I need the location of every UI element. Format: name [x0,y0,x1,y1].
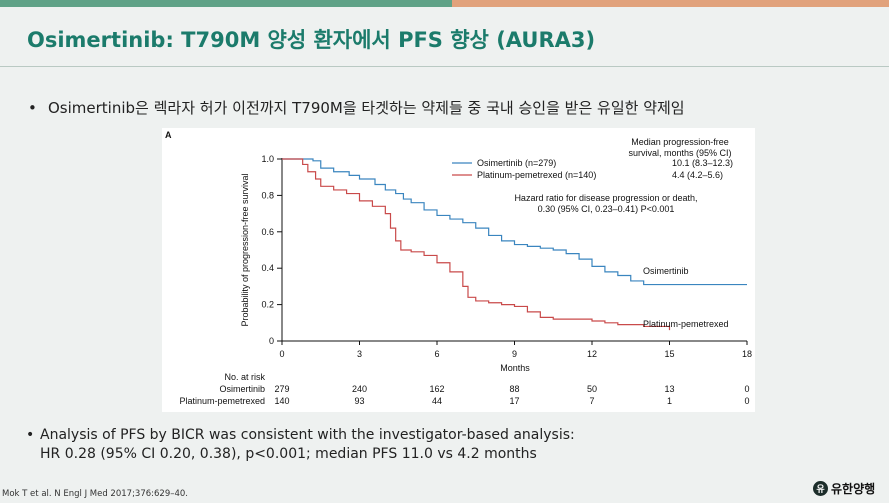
km-curves [282,158,747,331]
y-tick-label: 1.0 [261,154,274,164]
x-tick-label: 15 [664,349,674,359]
end-label-osimertinib: Osimertinib [643,266,689,276]
bullet-2-line-1: Analysis of PFS by BICR was consistent w… [40,427,575,443]
logo-text: 유한양행 [831,482,876,496]
bullet-1-text: Osimertinib은 렉라자 허가 이전까지 T790M을 타겟하는 약제들… [48,99,685,117]
title-divider [0,66,889,67]
x-tick-label: 9 [512,349,517,359]
end-label-platinum: Platinum-pemetrexed [643,319,729,329]
at-risk-value: 1 [667,396,672,406]
at-risk-value: 0 [744,396,749,406]
at-risk-value: 140 [274,396,289,406]
top-accent-bar [0,0,889,7]
at-risk-label-platinum: Platinum-pemetrexed [179,396,265,406]
at-risk-value: 0 [744,384,749,394]
median-osimertinib: 10.1 (8.3–12.3) [672,158,733,168]
hazard-ratio-line-1: Hazard ratio for disease progression or … [514,193,697,203]
y-tick-label: 0.4 [261,263,274,273]
x-ticks: 0 3 6 9 12 15 18 [279,341,752,359]
company-logo: 유 유한양행 [813,480,875,497]
legend-label-platinum: Platinum-pemetrexed (n=140) [477,170,596,180]
x-tick-label: 6 [434,349,439,359]
y-axis-label: Probability of progression-free survival [240,173,250,326]
km-figure: A Median progression-free survival, mont… [162,128,755,412]
y-tick-label: 0.2 [261,300,274,310]
at-risk-value: 7 [589,396,594,406]
curve-osimertinib [282,158,747,286]
x-tick-label: 0 [279,349,284,359]
slide-title: Osimertinib: T790M 양성 환자에서 PFS 향상 (AURA3… [27,28,596,52]
y-tick-label: 0.6 [261,227,274,237]
legend-label-osimertinib: Osimertinib (n=279) [477,158,556,168]
at-risk-value: 44 [432,396,442,406]
at-risk-value: 88 [509,384,519,394]
at-risk-values: 279 240 162 88 50 13 0 140 93 44 17 7 1 0 [274,384,749,406]
x-axis-label: Months [500,363,530,373]
at-risk-value: 13 [664,384,674,394]
reference-citation: Mok T et al. N Engl J Med 2017;376:629–4… [2,489,189,499]
bullet-dot: • [28,99,37,117]
hazard-ratio-line-2: 0.30 (95% CI, 0.23–0.41) P<0.001 [538,204,675,214]
bullet-dot: • [26,427,35,443]
accent-bar-orange [452,0,889,7]
y-tick-label: 0 [269,336,274,346]
logo-mark-icon: 유 [813,481,828,496]
bullet-point-2: • Analysis of PFS by BICR was consistent … [26,426,575,464]
at-risk-value: 17 [509,396,519,406]
accent-bar-green [0,0,452,7]
km-chart: A Median progression-free survival, mont… [165,130,752,406]
panel-label: A [165,130,172,140]
at-risk-label-osimertinib: Osimertinib [219,384,265,394]
at-risk-value: 50 [587,384,597,394]
x-tick-label: 12 [587,349,597,359]
at-risk-value: 93 [354,396,364,406]
median-header-2: survival, months (95% CI) [628,148,731,158]
at-risk-value: 240 [352,384,367,394]
bullet-point-1: • Osimertinib은 렉라자 허가 이전까지 T790M을 타겟하는 약제… [28,97,685,118]
at-risk-header: No. at risk [224,372,265,382]
bullet-2-line-2: HR 0.28 (95% CI 0.20, 0.38), p<0.001; me… [40,446,537,462]
median-header: Median progression-free [631,137,729,147]
y-ticks: 0 0.2 0.4 0.6 0.8 1.0 [261,154,282,346]
curve-platinum [282,158,671,331]
median-platinum: 4.4 (4.2–5.6) [672,170,723,180]
x-tick-label: 3 [357,349,362,359]
y-tick-label: 0.8 [261,190,274,200]
logo-mark-glyph: 유 [816,485,825,495]
at-risk-value: 162 [429,384,444,394]
x-tick-label: 18 [742,349,752,359]
at-risk-value: 279 [274,384,289,394]
